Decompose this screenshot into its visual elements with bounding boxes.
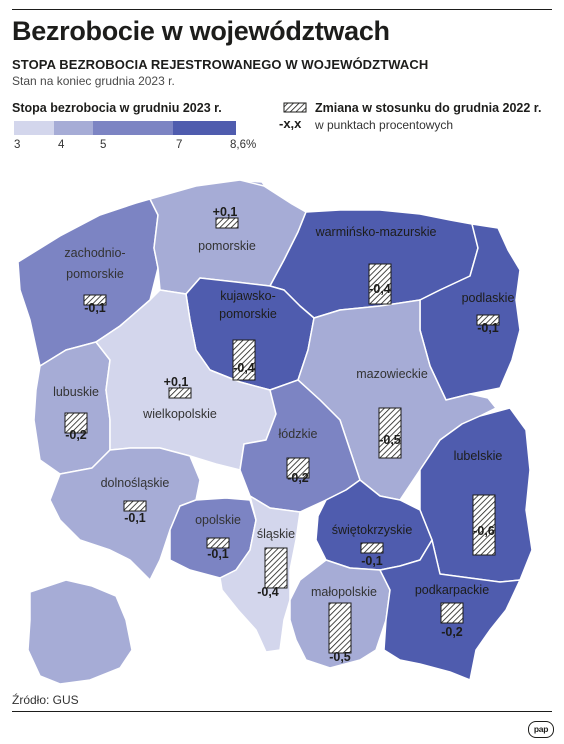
region-change-value: -0,4 bbox=[233, 361, 255, 375]
region-change-value: -0,2 bbox=[65, 428, 87, 442]
region-change-value: +0,1 bbox=[213, 205, 238, 219]
region-name: pomorskie bbox=[219, 307, 277, 321]
subtitle: STOPA BEZROBOCIA REJESTROWANEGO W WOJEWÓ… bbox=[12, 57, 429, 72]
region-podlaskie-change-bar bbox=[476, 314, 500, 326]
region-świętokrzyskie-change-bar bbox=[360, 542, 384, 554]
legend-tick: 3 bbox=[14, 139, 21, 151]
region-change-value: -0,2 bbox=[441, 625, 463, 639]
region-change-value: -0,6 bbox=[473, 524, 495, 538]
region-change-value: -0,1 bbox=[207, 547, 229, 561]
region-mazowieckie-change-bar bbox=[378, 407, 402, 459]
region-name: zachodnio- bbox=[64, 246, 125, 260]
region-łódzkie bbox=[239, 379, 361, 513]
legend-tick: 5 bbox=[100, 139, 107, 151]
date-note: Stan na koniec grudnia 2023 r. bbox=[12, 74, 175, 88]
region-name: lubelskie bbox=[454, 449, 503, 463]
region-lubuskie-change-bar bbox=[64, 412, 88, 434]
legend-hatched-bar bbox=[283, 102, 307, 113]
region-name: małopolskie bbox=[311, 585, 377, 599]
region-change-value: -0,5 bbox=[329, 650, 351, 664]
region-zachodnio-pomorskie bbox=[17, 198, 159, 367]
region-lubelskie-change-bar bbox=[472, 494, 496, 556]
region-śląskie-change-bar bbox=[264, 547, 288, 589]
region-change-value: -0,1 bbox=[477, 321, 499, 335]
region-name: świętokrzyskie bbox=[332, 523, 413, 537]
legend-swatch-3-4 bbox=[14, 121, 54, 135]
legend-scale-title: Stopa bezrobocia w grudniu 2023 r. bbox=[12, 101, 222, 115]
region-zachodnio-pomorskie-change-bar bbox=[83, 294, 107, 306]
region-name: kujawsko- bbox=[220, 289, 276, 303]
region-name: pomorskie bbox=[198, 239, 256, 253]
region-name: lubuskie bbox=[53, 385, 99, 399]
region-name: śląskie bbox=[257, 527, 295, 541]
legend-change-unit: w punktach procentowych bbox=[315, 118, 454, 132]
legend-swatch-7-8-6 bbox=[172, 121, 236, 135]
region-łódzkie-change-bar bbox=[286, 457, 310, 479]
region-name: podlaskie bbox=[462, 291, 515, 305]
region-change-value: -0,4 bbox=[369, 282, 391, 296]
region-wielkopolskie-change-bar bbox=[168, 387, 192, 399]
pap-logo: pap bbox=[528, 721, 554, 738]
region-name: podkarpackie bbox=[415, 583, 489, 597]
region-pomorskie-change-bar bbox=[215, 217, 239, 229]
legend-color-scale bbox=[14, 121, 236, 135]
legend-tick: 4 bbox=[58, 139, 65, 151]
region-change-value: +0,1 bbox=[164, 375, 189, 389]
region-name: dolnośląskie bbox=[101, 476, 170, 490]
source-note: Źródło: GUS bbox=[12, 693, 79, 707]
region-name: opolskie bbox=[195, 513, 241, 527]
page-title: Bezrobocie w województwach bbox=[12, 16, 390, 46]
legend-swatch-5-7 bbox=[93, 121, 173, 135]
region-podkarpackie-change-bar bbox=[440, 602, 464, 624]
top-rule bbox=[12, 9, 552, 10]
region-opolskie-change-bar bbox=[206, 537, 230, 549]
region-change-value: -0,2 bbox=[287, 471, 309, 485]
region-change-value: -0,1 bbox=[84, 301, 106, 315]
region-kujawsko-pomorskie-change-bar bbox=[232, 339, 256, 381]
region-name: warmińsko-mazurskie bbox=[315, 225, 437, 239]
legend-change-title: Zmiana w stosunku do grudnia 2022 r. bbox=[315, 101, 542, 115]
bottom-rule bbox=[12, 711, 552, 712]
legend-swatch-4-5 bbox=[53, 121, 94, 135]
region-dolnośląskie-change-bar bbox=[123, 500, 147, 512]
legend-change-sample: -x,x bbox=[279, 116, 302, 131]
region-change-value: -0,1 bbox=[361, 554, 383, 568]
region-change-value: -0,4 bbox=[257, 585, 279, 599]
region-change-value: -0,5 bbox=[379, 433, 401, 447]
legend-tick: 7 bbox=[176, 139, 183, 151]
legend-tick: 8,6% bbox=[230, 139, 257, 151]
region-name: pomorskie bbox=[66, 267, 124, 281]
region-śląskie bbox=[219, 495, 301, 653]
region-name: łódzkie bbox=[279, 427, 318, 441]
region-name: wielkopolskie bbox=[142, 407, 217, 421]
region-lubuskie bbox=[33, 341, 111, 475]
inset-region bbox=[27, 579, 133, 685]
region-warmińsko-mazurskie-change-bar bbox=[368, 263, 392, 305]
region-change-value: -0,1 bbox=[124, 511, 146, 525]
region-name: mazowieckie bbox=[356, 367, 428, 381]
region-małopolskie-change-bar bbox=[328, 602, 352, 654]
